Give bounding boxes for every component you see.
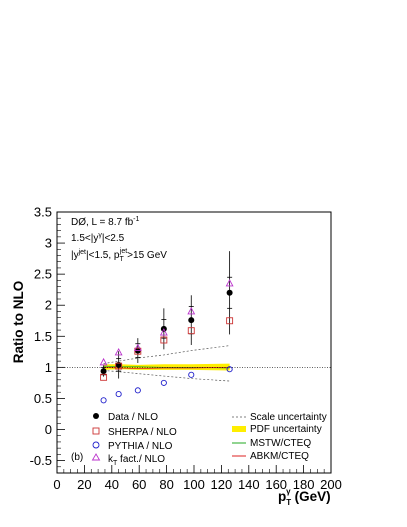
x-tick-label: 120	[211, 477, 233, 492]
y-tick-label: -0.5	[30, 453, 52, 468]
legend-label-scale: Scale uncertainty	[250, 412, 327, 423]
scale-uncertainty-lower	[103, 370, 230, 382]
pythia-point	[226, 366, 233, 373]
data-point	[188, 317, 195, 324]
kt-point	[187, 306, 196, 315]
legend-marker-data	[93, 413, 99, 419]
y-tick-label: 1.5	[34, 329, 52, 344]
sherpa-point	[160, 336, 168, 344]
legend-bands: Scale uncertainty PDF uncertainty MSTW/C…	[232, 412, 327, 462]
data-point	[226, 289, 233, 296]
sherpa-point	[226, 317, 234, 325]
x-tick-label: 20	[77, 477, 91, 492]
annotation-line-1: DØ, L = 8.7 fb-1	[71, 216, 140, 228]
y-tick-label: 0.5	[34, 391, 52, 406]
legend-label-data: Data / NLO	[108, 412, 158, 423]
scale-uncertainty-upper	[103, 345, 230, 364]
band-line-3	[103, 366, 230, 370]
x-tick-label: 0	[53, 477, 60, 492]
legend-label-sherpa: SHERPA / NLO	[108, 427, 177, 438]
kt-point	[114, 347, 123, 356]
legend-label-mstw: MSTW/CTEQ	[250, 438, 311, 449]
y-tick-label: 3.5	[34, 205, 52, 220]
x-axis-title: pTγ (GeV)	[278, 487, 331, 507]
legend-fill-pdf	[232, 426, 246, 432]
legend-data: Data / NLO SHERPA / NLO PYTHIA / NLO kT …	[91, 412, 177, 467]
kt-point	[133, 343, 142, 352]
annotation-line-2: 1.5<|yγ|<2.5	[71, 232, 125, 244]
sherpa-point	[134, 347, 142, 355]
data-points	[99, 251, 234, 404]
pythia-point	[160, 379, 167, 386]
sherpa-point	[187, 327, 195, 335]
pythia-point	[188, 371, 195, 378]
x-tick-label: 60	[132, 477, 146, 492]
annotation-line-3: |yjet|<1.5, pTjet>15 GeV	[71, 248, 167, 263]
legend-label-pythia: PYTHIA / NLO	[108, 441, 173, 452]
pythia-point	[100, 397, 107, 404]
legend-marker-sherpa	[92, 427, 100, 435]
y-tick-label: 0	[45, 422, 52, 437]
legend-label-abkm: ABKM/CTEQ	[250, 451, 309, 462]
legend-marker-pythia	[92, 441, 100, 449]
legend-label-kt: kT fact./ NLO	[108, 454, 165, 467]
panel-label: (b)	[71, 452, 83, 463]
y-tick-label: 2	[45, 298, 52, 313]
kt-point	[159, 328, 168, 336]
x-tick-label: 100	[183, 477, 205, 492]
y-tick-label: 2.5	[34, 267, 52, 282]
y-tick-label: 3	[45, 236, 52, 251]
y-axis-title: Ratio to NLO	[11, 281, 26, 364]
y-tick-label: 1	[45, 360, 52, 375]
pythia-point	[115, 391, 122, 398]
x-tick-label: 80	[159, 477, 173, 492]
sherpa-point	[100, 373, 108, 381]
x-tick-label: 160	[265, 477, 287, 492]
legend-label-pdf: PDF uncertainty	[250, 424, 322, 435]
x-tick-label: 200	[320, 477, 342, 492]
kt-point	[225, 279, 234, 287]
axis-ticks: 0 20 40 60 80 100 120 140 160 180 200-0.500.511.52…	[30, 205, 342, 493]
legend-marker-kt	[91, 453, 101, 461]
x-tick-label: 180	[293, 477, 315, 492]
data-point	[100, 368, 107, 375]
sherpa-point	[115, 362, 123, 370]
x-tick-label: 40	[105, 477, 119, 492]
pythia-point	[134, 387, 141, 394]
x-tick-label: 140	[238, 477, 260, 492]
kt-point	[99, 357, 108, 366]
